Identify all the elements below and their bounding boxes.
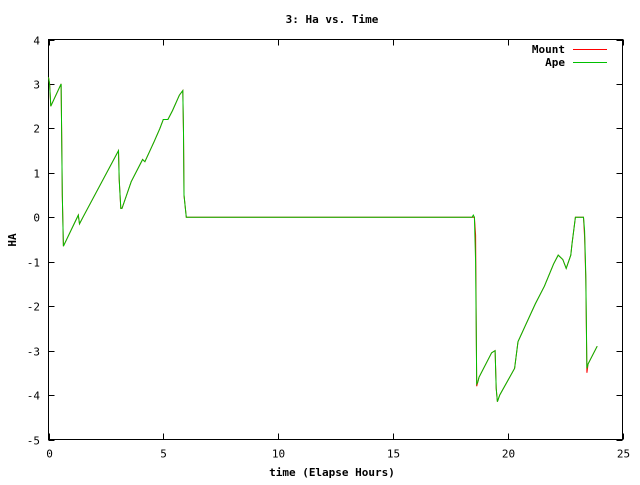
- y-tick-label: -4: [27, 390, 41, 403]
- y-tick-label: 3: [33, 79, 40, 92]
- y-tick-label: 2: [33, 123, 40, 136]
- y-tick-label: -2: [27, 301, 40, 314]
- y-tick-label: 4: [33, 35, 40, 48]
- y-tick-label: -1: [27, 257, 40, 270]
- x-tick-label: 10: [272, 448, 285, 461]
- series-layer: [48, 77, 598, 402]
- x-tick-label: 15: [387, 448, 400, 461]
- legend-label-ape: Ape: [545, 56, 565, 69]
- chart-title: 3: Ha vs. Time: [286, 13, 379, 26]
- x-tick-label: 20: [502, 448, 515, 461]
- y-tick-label: 1: [33, 168, 40, 181]
- y-tick-label: 0: [33, 212, 40, 225]
- y-axis: -5 -4 -3 -2 -1 0 1 2 3 4: [27, 35, 623, 448]
- y-tick-label: -3: [27, 346, 40, 359]
- legend-label-mount: Mount: [532, 43, 565, 56]
- plot-frame: [48, 39, 623, 440]
- y-tick-label: -5: [27, 435, 40, 448]
- series-line-ape: [48, 77, 598, 402]
- x-tick-label: 5: [160, 448, 167, 461]
- y-axis-label: HA: [6, 233, 19, 247]
- x-tick-label: 0: [46, 448, 53, 461]
- x-axis-label: time (Elapse Hours): [269, 466, 395, 479]
- x-tick-label: 25: [617, 448, 630, 461]
- x-axis: 0 5 10 15 20 25: [46, 39, 630, 461]
